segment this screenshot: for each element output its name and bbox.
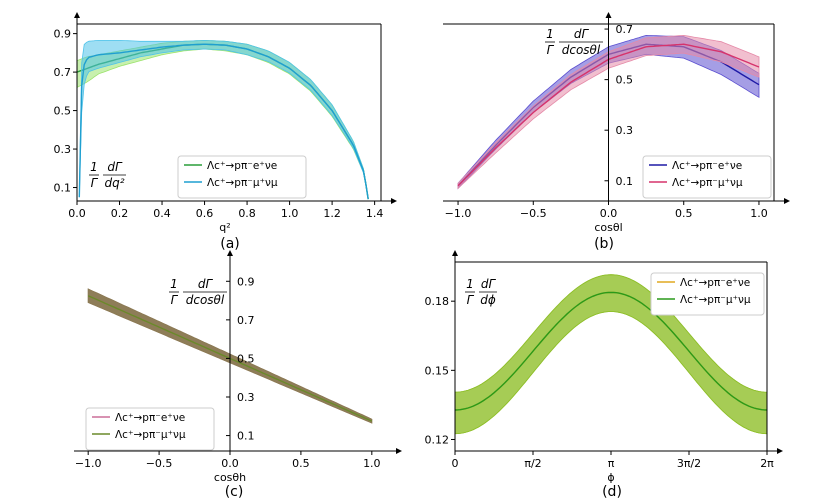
x-tick-label: −0.5: [146, 457, 173, 470]
y-tick-label: 0.5: [237, 352, 255, 365]
x-tick-label: 0.2: [111, 207, 129, 220]
y-tick-label: 0.18: [425, 295, 450, 308]
y-axis-label: 1 ΓdΓ dcosθl: [169, 277, 227, 307]
y-label-pre-num: 1: [546, 27, 554, 41]
y-axis-label: 1 ΓdΓ dcosθl: [545, 27, 603, 57]
y-label-pre-den: Γ: [547, 43, 555, 57]
x-tick-label: 0.0: [600, 207, 618, 220]
panel-b-caption: (b): [594, 236, 614, 252]
y-label-num: dΓ: [481, 277, 497, 291]
x-tick-label: 1.0: [281, 207, 299, 220]
x-tick-label: −0.5: [520, 207, 547, 220]
y-axis-label: 1 ΓdΓ dq²: [89, 160, 126, 190]
x-tick-label: 1.0: [363, 457, 381, 470]
y-label-pre-num: 1: [90, 160, 98, 174]
y-tick-label: 0.1: [237, 430, 255, 443]
line-muon: [454, 291, 768, 411]
y-label-pre-den: Γ: [171, 293, 179, 307]
x-axis-arrow: [396, 448, 402, 454]
x-tick-label: 2π: [760, 457, 774, 470]
y-label-pre-den: Γ: [467, 293, 475, 307]
x-tick-label: 1.4: [366, 207, 384, 220]
legend: Λc⁺→pπ⁻e⁺νe Λc⁺→pπ⁻μ⁺νμ: [177, 155, 307, 199]
x-axis-label: cosθl: [594, 221, 622, 234]
y-axis-arrow: [605, 12, 612, 18]
x-tick-label: −1.0: [75, 457, 102, 470]
legend-entry: Λc⁺→pπ⁻e⁺νe: [680, 277, 750, 289]
y-axis-label: 1 ΓdΓ dϕ: [465, 277, 497, 307]
panel-b-dGamma-dcostheta-l: (b) −1.0 −0.5 0.0 0.5 1.0 cosθl 0.1 0.3 0.5 0.7 1 Γ…: [443, 12, 790, 252]
legend-entry: Λc⁺→pπ⁻e⁺νe: [672, 160, 742, 172]
x-tick-label: 0.0: [68, 207, 86, 220]
legend-entry: Λc⁺→pπ⁻μ⁺νμ: [672, 177, 743, 189]
panel-d-dGamma-dphi: (d) 0 π/2 π 3π/2 2π ϕ 0.12 0.15 0.18 1 ΓdΓ dϕ Λc⁺→pπ…: [425, 250, 783, 500]
x-tick-label: 0.8: [238, 207, 256, 220]
legend: Λc⁺→pπ⁻e⁺νe Λc⁺→pπ⁻μ⁺νμ: [642, 155, 772, 199]
y-label-num: dΓ: [198, 277, 214, 291]
panel-a-dGamma-dq2: (a) 0.0 0.2 0.4 0.6 0.8 1.0 1.2 1.4 q² 0.1 0.3 0.5 0…: [54, 12, 397, 252]
y-label-pre-den: Γ: [91, 176, 99, 190]
legend: Λc⁺→pπ⁻e⁺νe Λc⁺→pπ⁻μ⁺νμ: [85, 407, 215, 451]
panel-c-dGamma-dcostheta-h: (c) −1.0 −0.5 0.0 0.5 1.0 cosθh 0.1 0.3 0.5 0.7 0.…: [74, 250, 402, 500]
x-tick-label: 1.2: [323, 207, 341, 220]
y-tick-label: 0.5: [54, 105, 72, 118]
y-axis-arrow: [74, 12, 80, 18]
y-label-num: dΓ: [574, 27, 590, 41]
x-tick-label: 3π/2: [677, 457, 701, 470]
y-label-den: dcosθl: [186, 293, 225, 307]
x-tick-label: π: [608, 457, 615, 470]
legend: Λc⁺→pπ⁻e⁺νe Λc⁺→pπ⁻μ⁺νμ: [650, 272, 765, 316]
y-label-pre-num: 1: [170, 277, 178, 291]
y-tick-label: 0.7: [616, 23, 634, 36]
x-axis-label: q²: [219, 221, 230, 234]
y-tick-label: 0.9: [237, 275, 255, 288]
x-tick-label: 0: [452, 457, 459, 470]
y-label-den: dϕ: [480, 293, 496, 307]
panel-a-caption: (a): [220, 236, 240, 252]
y-axis-arrow: [227, 250, 233, 256]
legend-entry: Λc⁺→pπ⁻μ⁺νμ: [680, 294, 751, 306]
legend-entry: Λc⁺→pπ⁻μ⁺νμ: [207, 177, 278, 189]
legend-box: [177, 155, 307, 199]
x-tick-label: 0.4: [153, 207, 171, 220]
x-tick-label: π/2: [524, 457, 541, 470]
legend-box: [85, 407, 215, 451]
x-tick-label: 0.5: [675, 207, 693, 220]
x-axis-arrow: [777, 448, 783, 454]
x-tick-label: 0.0: [221, 457, 239, 470]
y-tick-label: 0.7: [54, 66, 72, 79]
y-tick-label: 0.5: [616, 74, 634, 87]
legend-entry: Λc⁺→pπ⁻e⁺νe: [115, 412, 185, 424]
y-tick-label: 0.1: [54, 182, 72, 195]
legend-entry: Λc⁺→pπ⁻μ⁺νμ: [115, 429, 186, 441]
x-tick-label: 0.6: [196, 207, 214, 220]
y-tick-label: 0.9: [54, 28, 72, 41]
y-tick-label: 0.7: [237, 314, 255, 327]
y-label-den: dcosθl: [562, 43, 601, 57]
x-axis-label: ϕ: [607, 471, 614, 484]
y-label-num: dΓ: [107, 160, 123, 174]
y-tick-label: 0.12: [425, 433, 450, 446]
y-tick-label: 0.3: [616, 124, 634, 137]
panel-d-caption: (d): [602, 484, 622, 500]
x-axis-arrow: [391, 198, 397, 204]
legend-entry: Λc⁺→pπ⁻e⁺νe: [207, 160, 277, 172]
y-tick-label: 0.3: [237, 391, 255, 404]
x-tick-label: −1.0: [445, 207, 472, 220]
x-axis-label: cosθh: [214, 471, 246, 484]
line-muon: [78, 43, 369, 200]
y-label-pre-num: 1: [466, 277, 474, 291]
y-tick-label: 0.1: [616, 175, 634, 188]
x-axis-arrow: [784, 198, 790, 204]
x-tick-label: 0.5: [292, 457, 310, 470]
y-label-den: dq²: [104, 176, 124, 190]
legend-box: [650, 272, 765, 316]
y-tick-label: 0.3: [54, 143, 72, 156]
y-axis-arrow: [452, 250, 458, 256]
y-tick-label: 0.15: [425, 364, 450, 377]
legend-box: [642, 155, 772, 199]
x-tick-label: 1.0: [750, 207, 768, 220]
panel-c-caption: (c): [225, 484, 244, 500]
